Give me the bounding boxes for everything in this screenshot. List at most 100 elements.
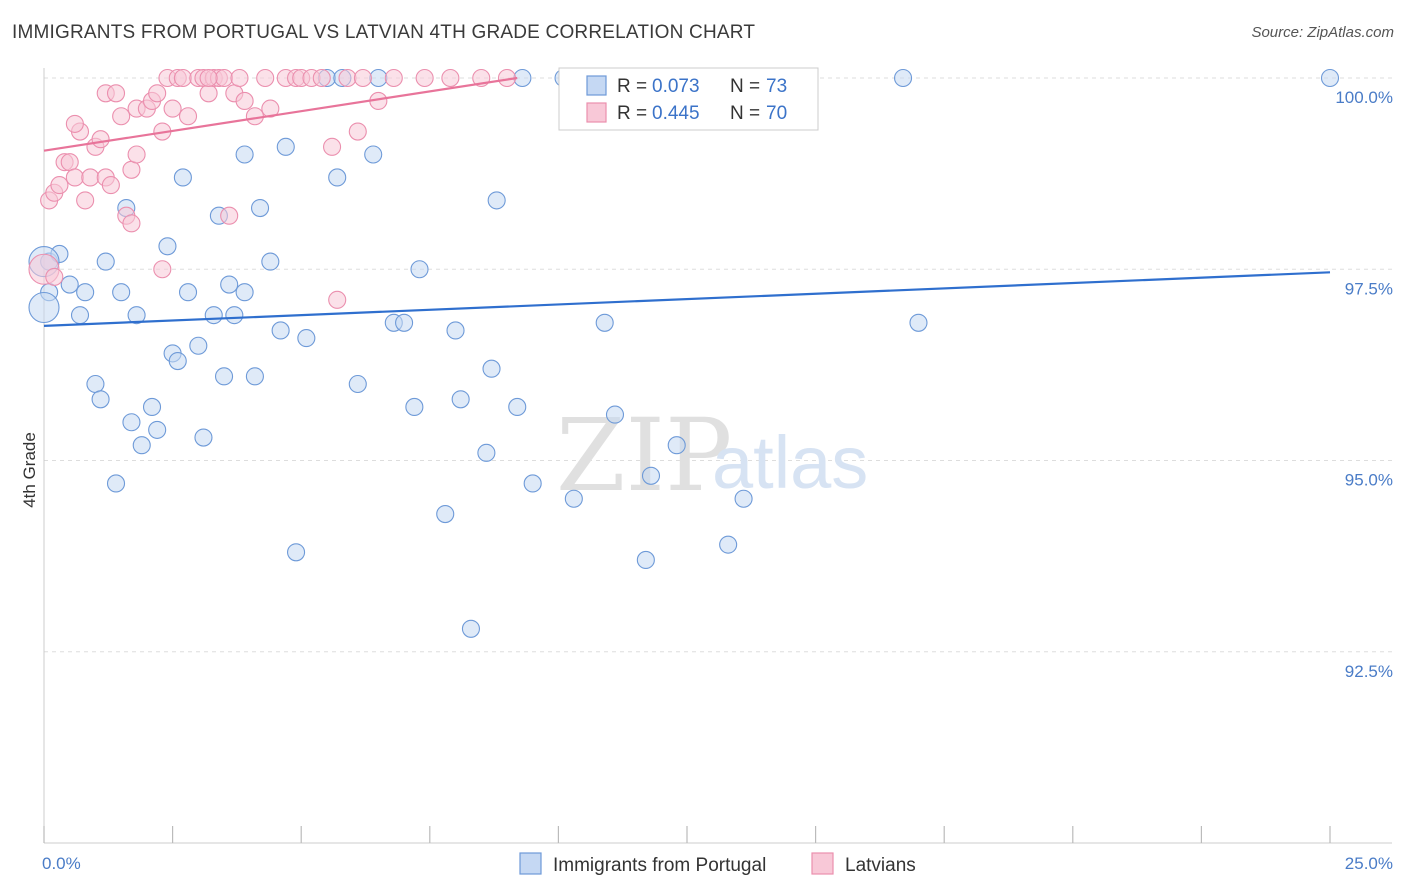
watermark-atlas: atlas: [712, 421, 868, 504]
point-portugal-24: [204, 306, 223, 325]
point-portugal-50: [451, 390, 470, 409]
trend-line-portugal: [43, 271, 1331, 327]
point-portugal-8: [96, 252, 115, 271]
point-latvians-2: [50, 176, 69, 195]
series-swatch-portugal: [519, 852, 542, 875]
legend-n-label-blue: N =: [730, 76, 760, 97]
point-portugal-29: [235, 283, 254, 302]
x-tick-label-1: 25.0%: [1345, 854, 1393, 873]
series-legend: Immigrants from Portugal Latvians: [519, 852, 916, 876]
point-latvians-10: [91, 130, 110, 149]
point-portugal-70: [1320, 68, 1340, 88]
point-portugal-19: [168, 351, 187, 371]
point-portugal-64: [667, 436, 686, 455]
point-portugal-28: [225, 306, 244, 325]
point-portugal-49: [446, 321, 465, 340]
chart-title: IMMIGRANTS FROM PORTUGAL VS LATVIAN 4TH …: [12, 22, 756, 43]
point-latvians-68: [65, 114, 84, 133]
point-portugal-5: [76, 283, 95, 302]
point-latvians-27: [173, 68, 192, 88]
point-latvians-37: [230, 68, 249, 88]
point-portugal-6: [86, 374, 105, 394]
point-latvians-4: [60, 153, 79, 172]
point-portugal-63: [641, 466, 661, 485]
legend-r-value-blue: 0.073: [652, 76, 700, 97]
point-portugal-71: [28, 291, 60, 324]
point-portugal-15: [142, 397, 162, 417]
point-latvians-54: [415, 68, 434, 88]
series-label-latvians: Latvians: [845, 855, 916, 876]
point-portugal-36: [287, 543, 306, 562]
point-latvians-46: [312, 68, 331, 88]
watermark: ZIP atlas: [556, 397, 868, 514]
y-tick-label-3: 92.5%: [1345, 662, 1393, 681]
point-portugal-35: [276, 137, 295, 156]
point-portugal-69: [909, 313, 928, 332]
point-portugal-7: [91, 390, 110, 409]
point-portugal-61: [605, 405, 625, 424]
point-latvians-40: [256, 68, 275, 88]
y-axis-title: 4th Grade: [20, 432, 39, 508]
point-portugal-22: [189, 336, 208, 355]
point-portugal-30: [235, 145, 254, 164]
legend-n-label-pink: N =: [730, 103, 760, 124]
point-latvians-49: [338, 68, 357, 88]
point-portugal-3: [60, 275, 79, 294]
point-portugal-4: [70, 306, 90, 325]
point-portugal-39: [328, 168, 347, 187]
data-points: [28, 68, 1340, 638]
point-latvians-38: [235, 91, 254, 110]
point-portugal-55: [508, 397, 527, 417]
point-portugal-27: [220, 275, 239, 294]
point-portugal-9: [106, 474, 126, 493]
legend-n-value-blue: 73: [766, 76, 787, 97]
point-portugal-34: [271, 321, 290, 340]
point-latvians-51: [353, 68, 372, 88]
point-portugal-62: [636, 550, 655, 570]
y-tick-label-2: 95.0%: [1345, 471, 1393, 490]
legend-n-value-pink: 70: [766, 103, 787, 124]
legend-swatch-pink: [586, 102, 607, 123]
trend-line-latvians: [43, 76, 518, 152]
point-latvians-28: [178, 107, 198, 126]
point-portugal-47: [410, 260, 429, 279]
legend-r-label-blue: R =: [617, 76, 647, 97]
point-latvians-7: [76, 191, 95, 210]
point-portugal-17: [158, 237, 177, 256]
point-latvians-22: [148, 84, 167, 103]
y-tick-label-1: 97.5%: [1345, 279, 1393, 298]
point-portugal-46: [405, 397, 424, 417]
legend-swatch-blue: [586, 75, 607, 96]
point-portugal-52: [482, 359, 501, 378]
point-latvians-65: [122, 214, 141, 233]
point-latvians-55: [441, 68, 460, 88]
point-portugal-57: [523, 474, 542, 493]
point-portugal-42: [364, 145, 383, 164]
point-latvians-8: [81, 168, 100, 187]
y-tick-label-0: 100.0%: [1335, 88, 1393, 107]
point-latvians-19: [127, 145, 146, 164]
point-latvians-48: [328, 290, 347, 309]
point-latvians-14: [106, 84, 126, 103]
series-label-portugal: Immigrants from Portugal: [553, 855, 766, 876]
point-portugal-59: [564, 489, 583, 508]
point-portugal-43: [369, 68, 388, 88]
trend-lines: [43, 76, 1331, 327]
legend-r-value-pink: 0.445: [652, 103, 700, 124]
point-portugal-23: [194, 428, 213, 447]
point-portugal-54: [487, 191, 506, 210]
point-portugal-31: [245, 367, 264, 386]
point-latvians-25: [163, 99, 182, 118]
point-portugal-48: [436, 504, 455, 524]
legend-r-label-pink: R =: [617, 103, 647, 124]
point-portugal-32: [250, 199, 270, 218]
series-swatch-latvians: [811, 852, 834, 875]
correlation-legend: R = 0.073 N = 73 R = 0.445 N = 70: [558, 67, 819, 131]
point-latvians-53: [384, 68, 403, 88]
point-portugal-45: [395, 313, 414, 332]
point-latvians-31: [199, 84, 218, 103]
point-portugal-66: [734, 489, 753, 508]
point-portugal-60: [595, 313, 614, 332]
point-latvians-64: [153, 260, 172, 279]
